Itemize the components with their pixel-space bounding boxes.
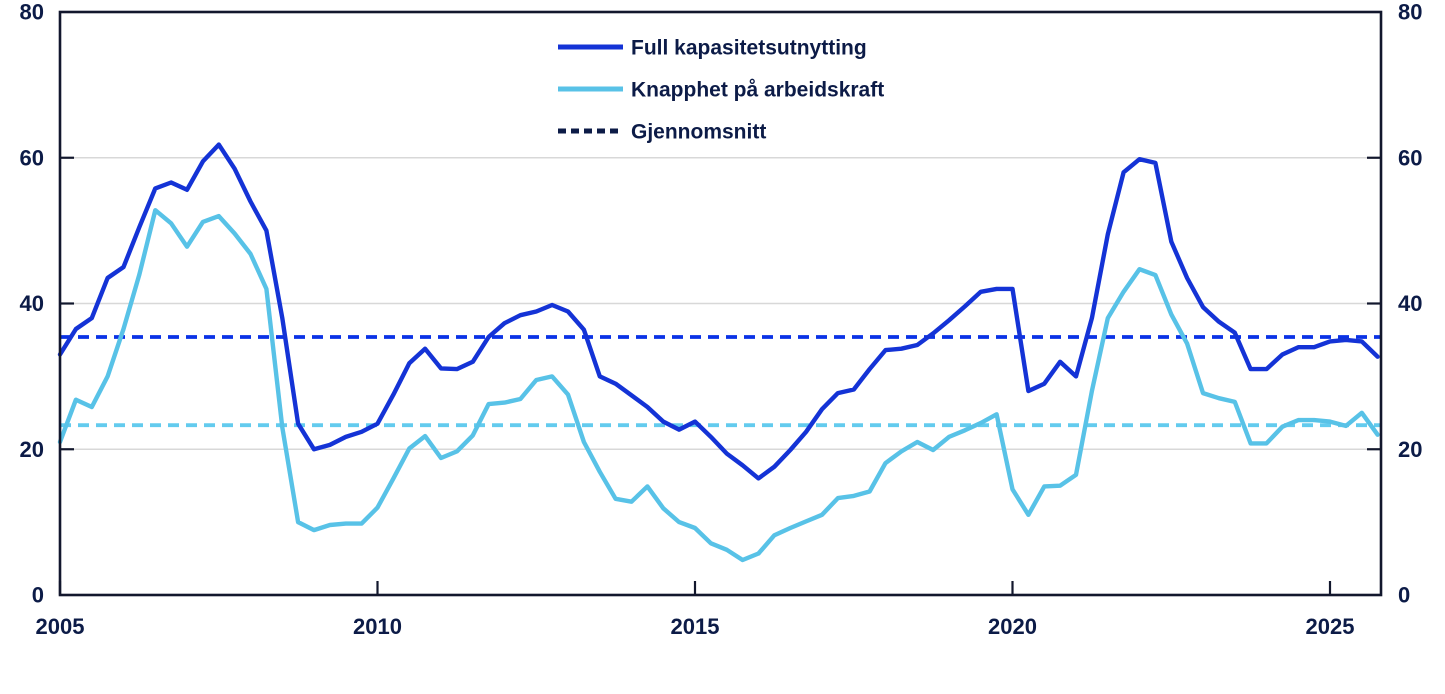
series-line-full-kapasitetsutnytting [57,142,1380,481]
y-axis-label-left: 60 [20,145,44,170]
y-axis-label-left: 20 [20,437,44,462]
legend-item-knapphet-p-arbeidskraft: Knapphet på arbeidskraft [558,79,884,102]
y-axis-label-right: 40 [1398,291,1422,316]
legend-item-label: Gjennomsnitt [631,121,766,144]
y-axis-label-left: 0 [32,583,44,608]
x-axis-label: 2015 [671,614,720,639]
legend: Full kapasitetsutnytting Knapphet på arbe… [558,37,884,144]
legend-item-label: Full kapasitetsutnytting [631,37,867,60]
x-axis-label: 2010 [353,614,402,639]
y-axis-label-right: 80 [1398,0,1422,25]
series-line-knapphet-arbeidskraft [57,207,1380,563]
legend-item-label: Knapphet på arbeidskraft [631,79,884,102]
y-axis-label-left: 40 [20,291,44,316]
y-axis-label-right: 0 [1398,583,1410,608]
legend-item-full-kapasitetsutnytting: Full kapasitetsutnytting [558,37,867,60]
x-axis-label: 2020 [988,614,1037,639]
y-axis-label-right: 20 [1398,437,1422,462]
x-axis-label: 2005 [36,614,85,639]
x-axis-label: 2025 [1306,614,1355,639]
y-axis-label-left: 80 [20,0,44,25]
legend-item-gjennomsnitt: Gjennomsnitt [558,121,766,144]
y-axis-label-right: 60 [1398,145,1422,170]
